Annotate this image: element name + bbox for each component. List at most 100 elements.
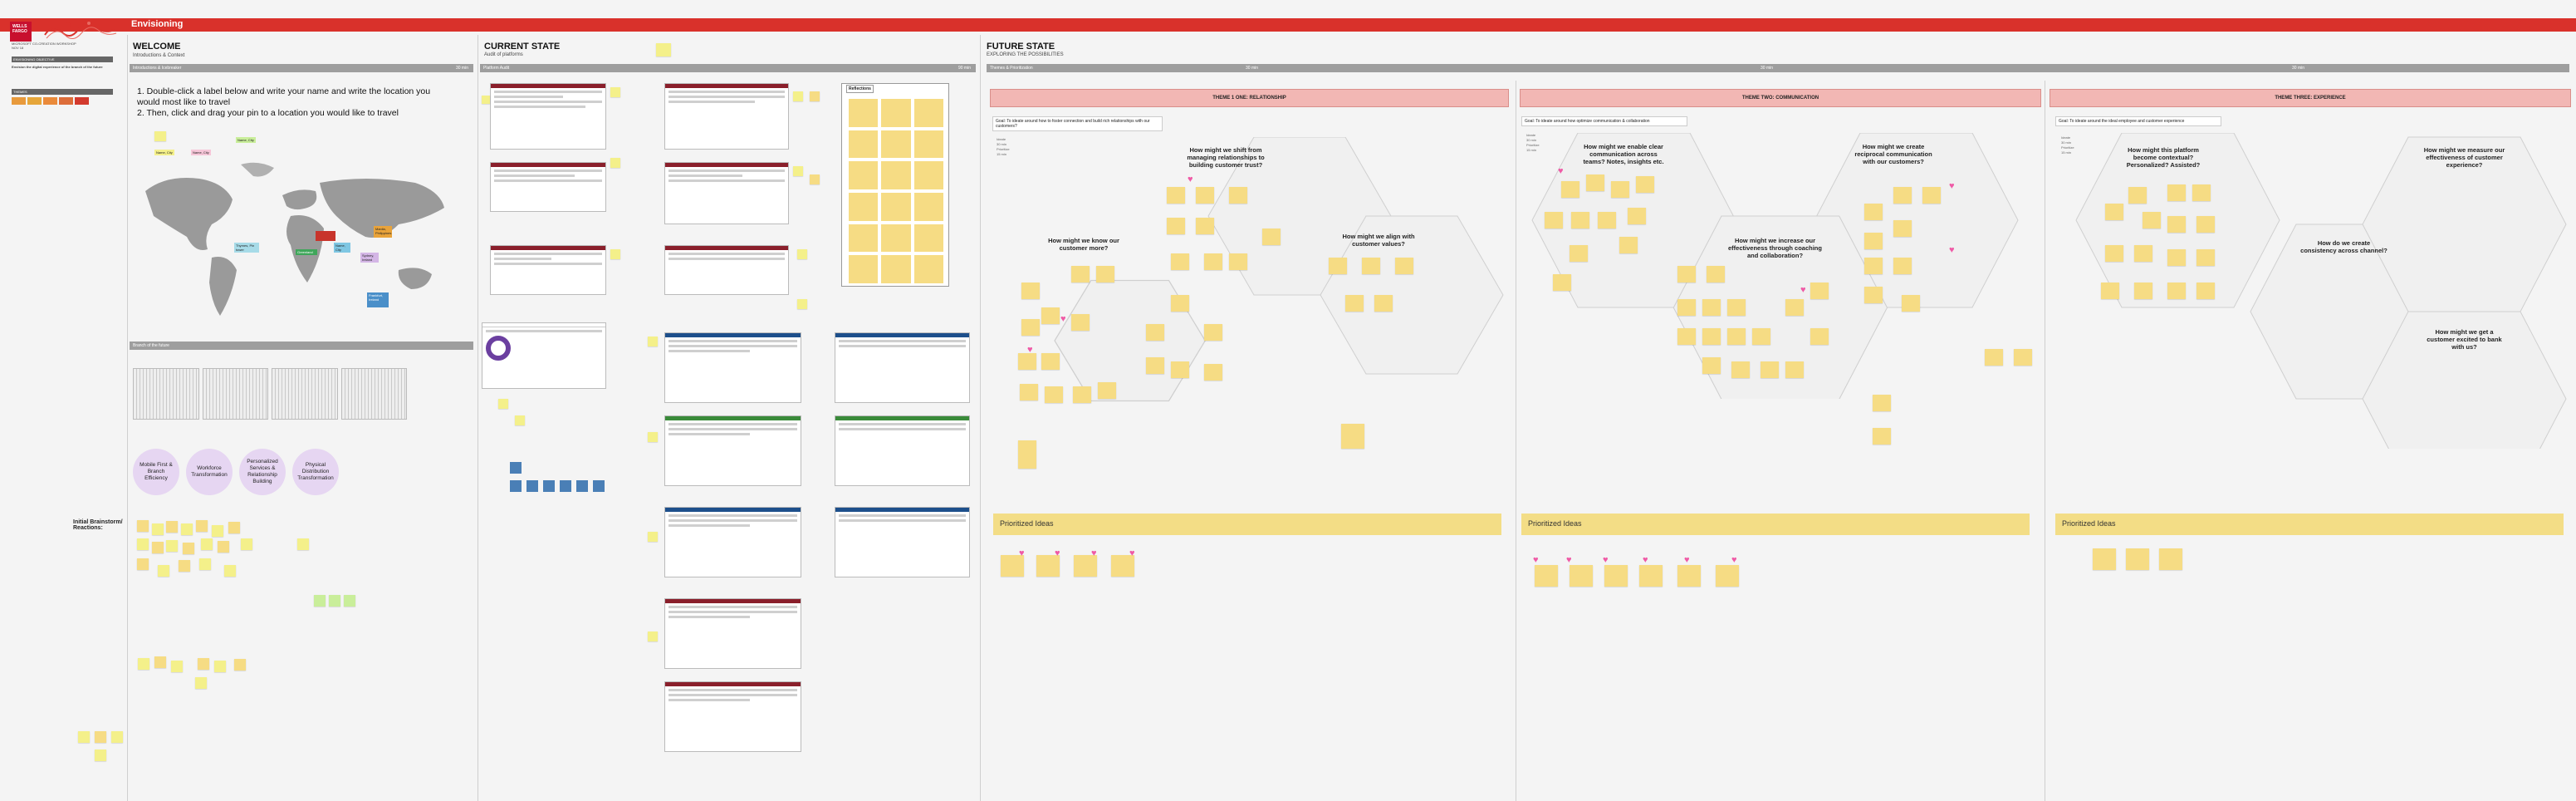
sticky-note[interactable] xyxy=(849,99,879,127)
sticky-note[interactable] xyxy=(166,540,178,552)
sticky-note[interactable] xyxy=(2105,204,2123,220)
sticky-note[interactable] xyxy=(1021,319,1040,336)
sticky-note[interactable] xyxy=(913,255,943,283)
sticky-note[interactable] xyxy=(212,525,223,537)
platform-screenshot[interactable] xyxy=(482,322,606,389)
swatch[interactable] xyxy=(12,97,26,105)
sticky-note[interactable] xyxy=(201,538,213,550)
platform-screenshot[interactable] xyxy=(664,162,789,224)
sticky-note[interactable] xyxy=(1329,258,1347,274)
sticky-note[interactable] xyxy=(1677,299,1696,316)
sticky-note[interactable] xyxy=(1171,295,1189,312)
sticky-note[interactable] xyxy=(1586,174,1604,191)
heart-icon[interactable]: ♥ xyxy=(1643,555,1648,565)
sticky-note[interactable] xyxy=(1395,258,1413,274)
sticky-note[interactable] xyxy=(1864,204,1883,220)
sticky-note[interactable] xyxy=(610,87,620,97)
sticky-note[interactable] xyxy=(198,658,209,670)
sticky-note[interactable] xyxy=(1761,361,1779,378)
platform-screenshot[interactable] xyxy=(664,332,801,403)
heart-icon[interactable]: ♥ xyxy=(1027,345,1033,355)
sticky-note[interactable] xyxy=(515,415,525,425)
sticky-note[interactable] xyxy=(881,192,911,221)
sticky-note[interactable] xyxy=(1619,237,1638,253)
sticky-note[interactable] xyxy=(1677,266,1696,283)
swatch[interactable] xyxy=(59,97,73,105)
platform-screenshot[interactable] xyxy=(664,681,801,752)
sticky-note[interactable] xyxy=(648,337,658,346)
sticky-note[interactable] xyxy=(2128,187,2147,204)
sticky-note[interactable] xyxy=(179,560,190,572)
blue-block[interactable] xyxy=(510,480,522,492)
sticky-note[interactable] xyxy=(849,255,879,283)
sticky-note[interactable] xyxy=(913,130,943,159)
reference-image[interactable] xyxy=(202,368,268,420)
sticky-note[interactable] xyxy=(1171,253,1189,270)
sticky-note[interactable] xyxy=(152,542,164,553)
sticky-note[interactable] xyxy=(1374,295,1393,312)
sticky-note[interactable] xyxy=(648,432,658,442)
sticky-note[interactable] xyxy=(1045,386,1063,403)
sticky-note[interactable] xyxy=(1041,353,1060,370)
sticky-note[interactable] xyxy=(1167,187,1185,204)
sticky-note[interactable] xyxy=(2196,216,2215,233)
sticky-note[interactable] xyxy=(1167,218,1185,234)
heart-icon[interactable]: ♥ xyxy=(1731,555,1737,565)
sticky-note[interactable] xyxy=(1204,324,1222,341)
sticky-note[interactable] xyxy=(1041,307,1060,324)
map-pin-label[interactable]: Greenland xyxy=(296,249,317,255)
sticky-note[interactable] xyxy=(2126,548,2149,570)
sticky-note[interactable] xyxy=(1902,295,1920,312)
sticky-note[interactable] xyxy=(1893,187,1912,204)
sticky-note[interactable] xyxy=(2105,245,2123,262)
sticky-note[interactable] xyxy=(1785,361,1804,378)
sticky-note[interactable] xyxy=(648,631,658,641)
sticky-note[interactable] xyxy=(1864,258,1883,274)
sticky-note[interactable] xyxy=(1204,253,1222,270)
sticky-note[interactable] xyxy=(913,99,943,127)
sticky-note[interactable] xyxy=(810,91,820,101)
heart-icon[interactable]: ♥ xyxy=(1091,548,1097,558)
platform-screenshot[interactable] xyxy=(664,415,801,486)
sticky-note[interactable] xyxy=(1636,176,1654,193)
sticky-note[interactable] xyxy=(95,731,106,743)
sticky-note[interactable] xyxy=(610,158,620,168)
sticky-note[interactable] xyxy=(1893,258,1912,274)
sticky-note[interactable] xyxy=(1604,565,1628,587)
heart-icon[interactable]: ♥ xyxy=(1129,548,1135,558)
sticky-note[interactable] xyxy=(849,130,879,159)
reference-image[interactable] xyxy=(340,368,407,420)
sticky-note[interactable] xyxy=(881,99,911,127)
name-label[interactable]: Name, City xyxy=(191,150,211,155)
sticky-note[interactable] xyxy=(881,130,911,159)
sticky-note[interactable] xyxy=(913,192,943,221)
sticky-note[interactable] xyxy=(1021,283,1040,299)
heart-icon[interactable]: ♥ xyxy=(1533,555,1539,565)
sticky-note[interactable] xyxy=(610,249,620,259)
sticky-note[interactable] xyxy=(1639,565,1663,587)
sticky-note[interactable] xyxy=(793,166,803,176)
sticky-note[interactable] xyxy=(1553,274,1571,291)
sticky-note[interactable] xyxy=(1561,181,1579,198)
sticky-note[interactable] xyxy=(2143,212,2161,229)
sticky-note[interactable] xyxy=(881,161,911,189)
sticky-note[interactable] xyxy=(1785,299,1804,316)
platform-screenshot[interactable] xyxy=(664,507,801,577)
platform-screenshot[interactable] xyxy=(664,245,789,295)
sticky-note[interactable] xyxy=(1922,187,1941,204)
heart-icon[interactable]: ♥ xyxy=(1019,548,1025,558)
sticky-note[interactable] xyxy=(1611,181,1629,198)
heart-icon[interactable]: ♥ xyxy=(1603,555,1609,565)
sticky-note[interactable] xyxy=(1341,424,1364,449)
platform-screenshot[interactable] xyxy=(835,332,970,403)
map-pin-label[interactable]: Manila, Philippines xyxy=(374,226,392,238)
name-pin[interactable] xyxy=(154,131,166,141)
sticky-note[interactable] xyxy=(228,522,240,533)
sticky-note[interactable] xyxy=(913,161,943,189)
sticky-note[interactable] xyxy=(1096,266,1114,283)
platform-screenshot[interactable] xyxy=(664,83,789,150)
sticky-note[interactable] xyxy=(1229,253,1247,270)
sticky-note[interactable] xyxy=(849,192,879,221)
sticky-note[interactable] xyxy=(1571,212,1589,229)
sticky-note[interactable] xyxy=(849,224,879,253)
